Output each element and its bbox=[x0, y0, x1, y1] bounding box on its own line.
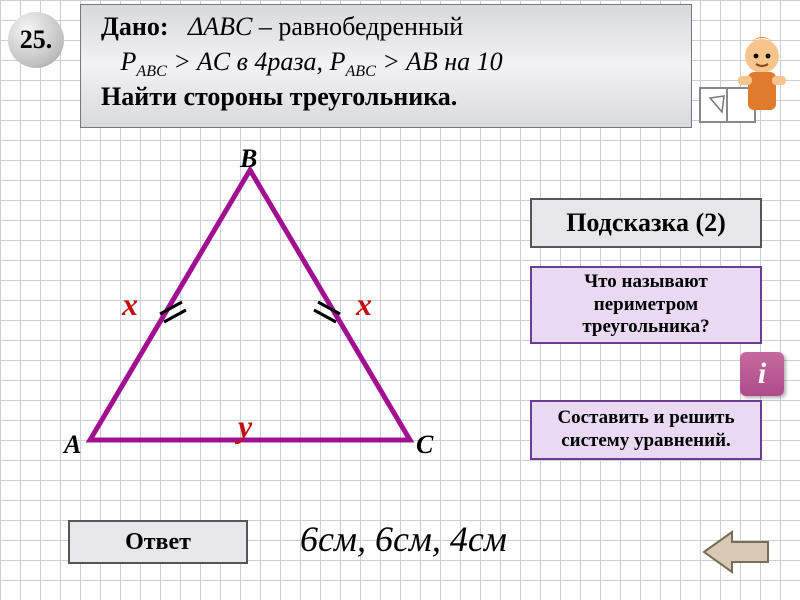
prev-arrow[interactable] bbox=[702, 528, 772, 576]
triangle-delta: Δ bbox=[188, 12, 203, 41]
mascot-illustration bbox=[680, 20, 790, 130]
cond2: > AB на 10 bbox=[382, 47, 502, 76]
vertex-C: C bbox=[416, 430, 433, 460]
hint-1-box[interactable]: Что называют периметром треугольника? bbox=[530, 266, 762, 344]
answer-value: 6см, 6см, 4см bbox=[300, 518, 507, 560]
answer-text: 6см, 6см, 4см bbox=[300, 519, 507, 559]
hint-2-text: Составить и решить систему уравнений. bbox=[532, 407, 760, 453]
vertex-A: A bbox=[64, 430, 81, 460]
problem-number-badge: 25. bbox=[8, 12, 64, 68]
side-x-left: х bbox=[122, 286, 138, 323]
answer-button[interactable]: Ответ bbox=[68, 520, 248, 564]
task-text: Найти стороны треугольника. bbox=[101, 82, 457, 111]
perim1-P: P bbox=[121, 47, 137, 76]
hint-2-box[interactable]: Составить и решить систему уравнений. bbox=[530, 400, 762, 460]
given-label: Дано: bbox=[101, 12, 169, 41]
triangle-name: ABC bbox=[203, 12, 252, 41]
hint-1-text: Что называют периметром треугольника? bbox=[532, 271, 760, 339]
hint-button[interactable]: Подсказка (2) bbox=[530, 198, 762, 248]
given-panel: Дано: ΔABC – равнобедренный PABC > AC в … bbox=[80, 4, 692, 128]
info-icon[interactable]: i bbox=[740, 352, 784, 396]
triangle-desc: – равнобедренный bbox=[252, 12, 463, 41]
triangle-figure: B A C х х у bbox=[70, 150, 430, 480]
answer-button-label: Ответ bbox=[125, 529, 191, 556]
problem-number: 25. bbox=[20, 25, 53, 55]
hint-button-label: Подсказка (2) bbox=[566, 208, 726, 238]
perim1-sub: ABC bbox=[136, 63, 166, 80]
side-x-right: х bbox=[356, 286, 372, 323]
side-y: у bbox=[238, 408, 252, 445]
vertex-B: B bbox=[240, 144, 257, 174]
perim2-sub: ABC bbox=[345, 63, 375, 80]
perim2-P: P bbox=[330, 47, 346, 76]
cond1: > AC в 4раза, bbox=[173, 47, 329, 76]
